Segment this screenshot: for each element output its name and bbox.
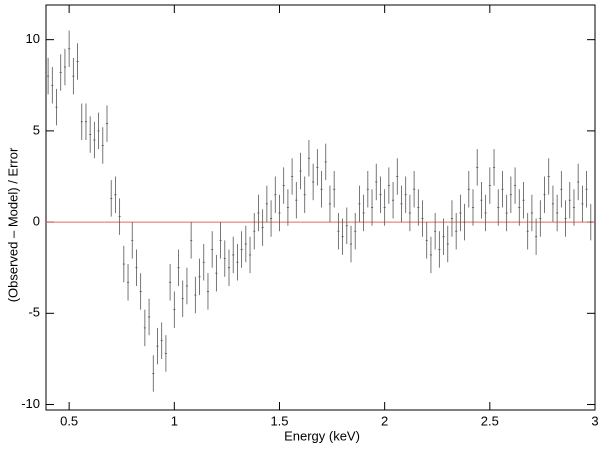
x-tick-label: 3 — [591, 413, 598, 428]
x-axis-label: Energy (keV) — [284, 428, 360, 443]
y-tick-label: 0 — [33, 214, 40, 229]
x-tick-label: 0.5 — [60, 413, 78, 428]
y-tick-label: 5 — [33, 122, 40, 137]
y-tick-label: 10 — [26, 31, 40, 46]
y-tick-label: -10 — [21, 396, 40, 411]
plot-frame — [45, 4, 596, 411]
y-axis-label: (Observed – Model) / Error — [5, 147, 20, 302]
x-tick-label: 1.5 — [270, 413, 288, 428]
y-tick-label: -5 — [28, 305, 40, 320]
x-tick-label: 2.5 — [481, 413, 499, 428]
x-tick-label: 2 — [381, 413, 388, 428]
x-tick-label: 1 — [171, 413, 178, 428]
